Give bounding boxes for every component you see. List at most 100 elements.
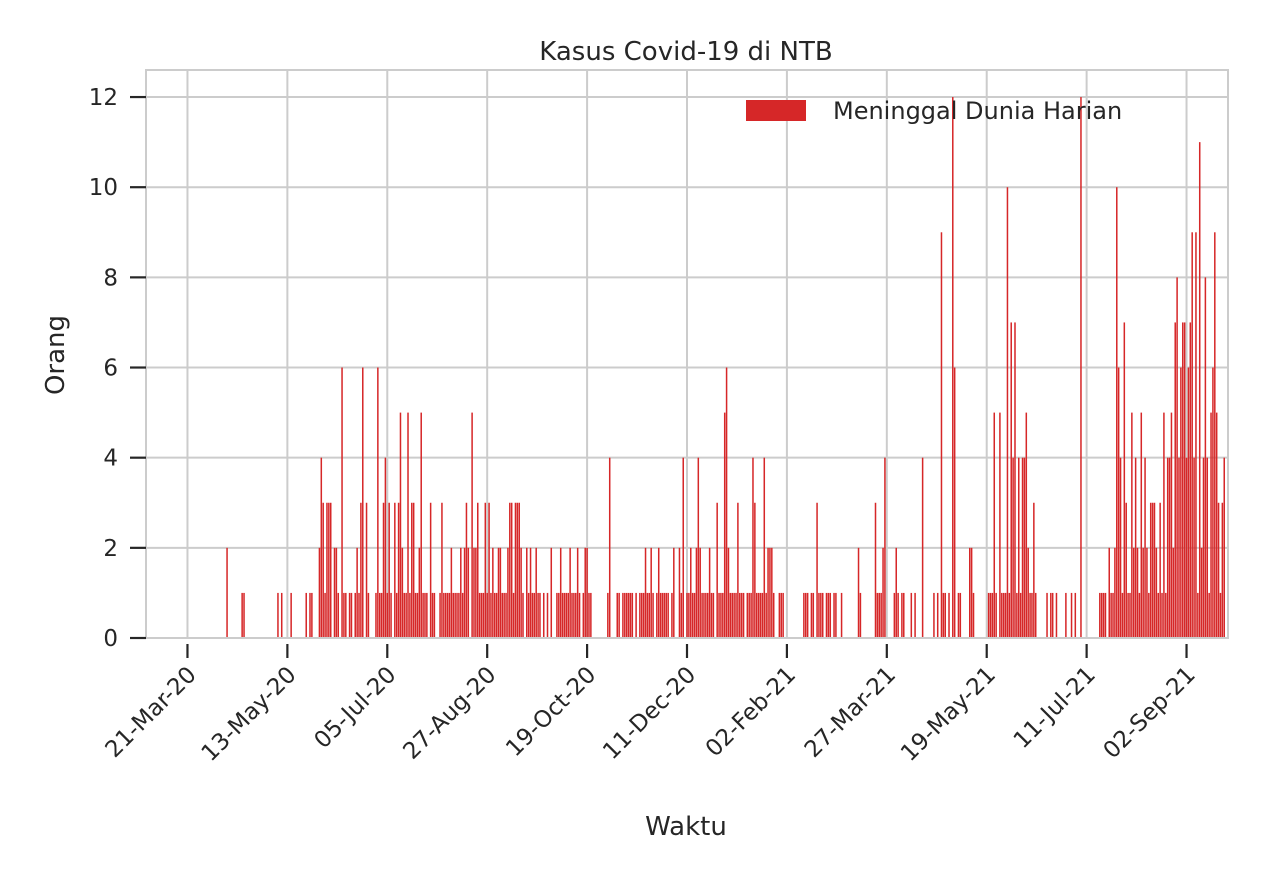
bar [510, 502, 513, 638]
bar [584, 547, 586, 638]
bar [1110, 592, 1112, 638]
bar [897, 592, 899, 638]
bar [411, 502, 413, 638]
bar [733, 592, 735, 638]
y-tick-label: 2 [103, 536, 118, 562]
bar [642, 592, 645, 638]
bar [1051, 592, 1054, 638]
bar [582, 592, 585, 638]
bar [382, 502, 385, 638]
bar [1136, 547, 1139, 638]
bar [757, 592, 760, 638]
bar [769, 547, 771, 638]
bar [384, 457, 387, 638]
bar [461, 592, 464, 638]
bar [375, 592, 377, 638]
x-tick-label: 19-Oct-20 [501, 662, 601, 762]
bar [622, 592, 624, 638]
bar [1185, 457, 1188, 638]
bar [484, 502, 487, 638]
bar [665, 592, 668, 638]
bar [343, 592, 345, 638]
bar [1108, 547, 1110, 638]
bar [933, 592, 935, 638]
bar [516, 502, 519, 638]
bar [625, 592, 628, 638]
bar [1018, 457, 1020, 638]
bar [1055, 592, 1058, 638]
bar [505, 592, 507, 638]
bar [444, 592, 447, 638]
bar [514, 502, 517, 638]
bar [386, 592, 389, 638]
bar [429, 502, 432, 638]
bar [737, 502, 739, 638]
bar [503, 592, 505, 638]
bar [1182, 322, 1184, 638]
bar [446, 592, 449, 638]
bar [512, 592, 515, 638]
bar [322, 502, 324, 638]
bar [921, 457, 924, 638]
bar [360, 502, 362, 638]
bar [567, 592, 569, 638]
bar [708, 547, 711, 638]
bar [616, 592, 619, 638]
bar [465, 502, 468, 638]
bar [454, 592, 456, 638]
bar [492, 547, 494, 638]
bar [420, 412, 422, 638]
bar [226, 547, 228, 638]
bar [311, 592, 313, 638]
bar [1023, 457, 1026, 638]
bar [740, 592, 743, 638]
bar [959, 592, 962, 638]
bar [1074, 592, 1077, 638]
bar [893, 592, 896, 638]
bar [957, 592, 960, 638]
bar [688, 592, 690, 638]
bar [857, 547, 860, 638]
bar [414, 592, 417, 638]
bar [829, 592, 832, 638]
y-tick-label: 12 [89, 85, 118, 111]
bar [1202, 457, 1205, 638]
bar [277, 592, 279, 638]
bar [529, 547, 532, 638]
bar [727, 547, 730, 638]
bar [443, 592, 445, 638]
bar [509, 502, 511, 638]
bar [563, 592, 566, 638]
bar [1117, 367, 1120, 638]
bar [731, 592, 733, 638]
bar [646, 592, 649, 638]
bar [507, 547, 509, 638]
bar [725, 367, 728, 638]
bar [1012, 457, 1014, 638]
bar [526, 547, 528, 638]
y-tick-label: 4 [103, 446, 118, 472]
bar [735, 592, 737, 638]
bar [1125, 502, 1127, 638]
bar [833, 592, 835, 638]
bar [1140, 412, 1143, 638]
bar [914, 592, 916, 638]
bar [571, 592, 573, 638]
bar [1080, 97, 1082, 639]
bar [948, 592, 950, 638]
x-axis-label: Waktu [645, 812, 727, 842]
bar [812, 592, 815, 638]
bar [641, 592, 643, 638]
bar [377, 367, 379, 638]
bar [884, 457, 886, 638]
bar [718, 592, 720, 638]
bar [1131, 412, 1133, 638]
bar [471, 412, 473, 638]
bar [1050, 592, 1052, 638]
bar [493, 592, 496, 638]
bar [1046, 592, 1048, 638]
bar [693, 592, 696, 638]
bar [1161, 592, 1163, 638]
bar [1144, 457, 1146, 638]
bar [1195, 232, 1197, 639]
